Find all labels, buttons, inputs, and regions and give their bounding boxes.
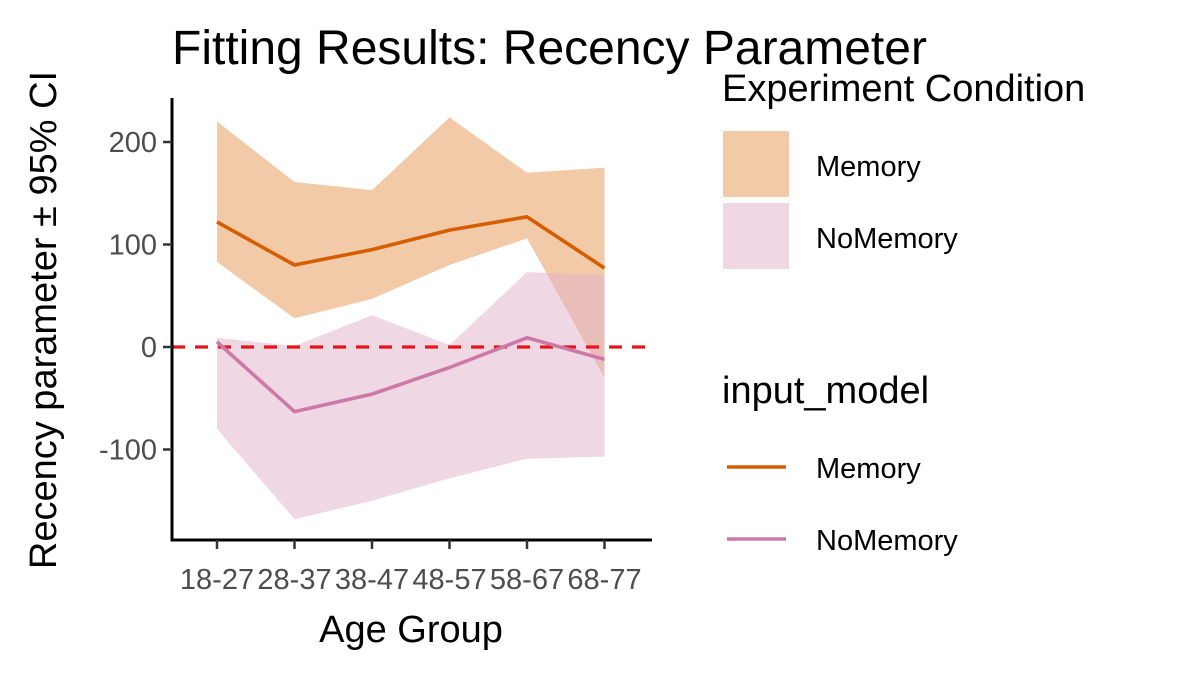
legend-fill-label-nomemory: NoMemory [816,223,958,255]
legend-fill-title: Experiment Condition [722,68,1085,110]
y-axis-title: Recency parameter ± 95% CI [23,71,65,569]
plot-area: -100 0 100 200 18-27 28-37 38-47 48-57 58-67 68-7… [99,98,652,596]
x-axis-title: Age Group [319,609,503,651]
y-tick-label: 200 [109,127,157,159]
x-tick-label: 48-57 [412,564,486,596]
x-tick-label: 18-27 [180,564,254,596]
x-tick-label: 28-37 [257,564,331,596]
legend-line-label-memory: Memory [816,453,921,485]
x-tick-label: 68-77 [567,564,641,596]
x-tick-label: 38-47 [335,564,409,596]
ci-ribbon-nomemory [217,272,605,520]
series-line-nomemory [215,335,605,414]
y-tick-label: -100 [99,435,157,467]
legend-input-model: input_model Memory NoMemory [722,370,958,557]
legend-fill-label-memory: Memory [816,151,921,183]
x-tick-label: 58-67 [490,564,564,596]
legend-experiment-condition: Experiment Condition Memory NoMemory [722,68,1085,269]
y-tick-label: 0 [141,332,157,364]
ci-ribbon-memory [217,117,605,378]
legend-fill-key-memory [723,131,789,197]
y-tick-label: 100 [109,230,157,262]
series-line-memory [216,215,606,270]
legend-line-title: input_model [722,370,929,412]
legend-line-label-nomemory: NoMemory [816,525,958,557]
legend-fill-key-nomemory [723,203,789,269]
chart-title: Fitting Results: Recency Parameter [172,22,927,75]
